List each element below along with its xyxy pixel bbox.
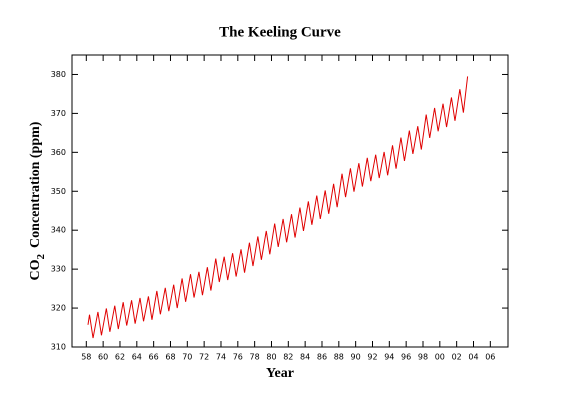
x-tick-label: 78 xyxy=(250,353,260,362)
x-tick-label: 00 xyxy=(435,353,445,362)
x-tick-label: 72 xyxy=(199,353,209,362)
y-tick-label: 350 xyxy=(51,187,66,196)
x-tick-label: 70 xyxy=(182,353,192,362)
x-tick-label: 94 xyxy=(384,353,394,362)
x-tick-label: 96 xyxy=(401,353,411,362)
x-tick-label: 60 xyxy=(98,353,108,362)
x-tick-label: 68 xyxy=(165,353,175,362)
y-tick-label: 320 xyxy=(51,304,66,313)
y-label-sub: 2 xyxy=(35,253,47,259)
x-tick-label: 98 xyxy=(418,353,428,362)
x-tick-label: 04 xyxy=(468,353,478,362)
y-tick-label: 330 xyxy=(51,265,66,274)
x-tick-label: 74 xyxy=(216,353,226,362)
plot-frame xyxy=(71,54,509,348)
y-label-rest: Concentration (ppm) xyxy=(28,121,43,248)
co2-line xyxy=(87,76,469,339)
x-tick-label: 80 xyxy=(266,353,276,362)
y-tick-label: 370 xyxy=(51,109,66,118)
chart-title: The Keeling Curve xyxy=(219,24,341,40)
x-tick-label: 84 xyxy=(300,353,310,362)
x-tick-label: 76 xyxy=(233,353,243,362)
y-axis-label: CO2 Concentration (ppm) xyxy=(28,121,46,280)
x-tick-label: 02 xyxy=(452,353,462,362)
x-tick-label: 64 xyxy=(132,353,142,362)
y-tick-label: 310 xyxy=(51,343,66,352)
x-tick-label: 86 xyxy=(317,353,327,362)
x-tick-label: 92 xyxy=(367,353,377,362)
x-tick-label: 58 xyxy=(81,353,91,362)
y-tick-label: 380 xyxy=(51,70,66,79)
y-label-main: CO xyxy=(28,259,43,280)
x-tick-label: 06 xyxy=(485,353,495,362)
x-tick-label: 62 xyxy=(115,353,125,362)
x-tick-label: 66 xyxy=(149,353,159,362)
x-tick-label: 90 xyxy=(351,353,361,362)
x-tick-label: 88 xyxy=(334,353,344,362)
x-axis-label: Year xyxy=(266,366,294,381)
y-tick-label: 360 xyxy=(51,148,66,157)
y-tick-label: 340 xyxy=(51,226,66,235)
x-tick-label: 82 xyxy=(283,353,293,362)
